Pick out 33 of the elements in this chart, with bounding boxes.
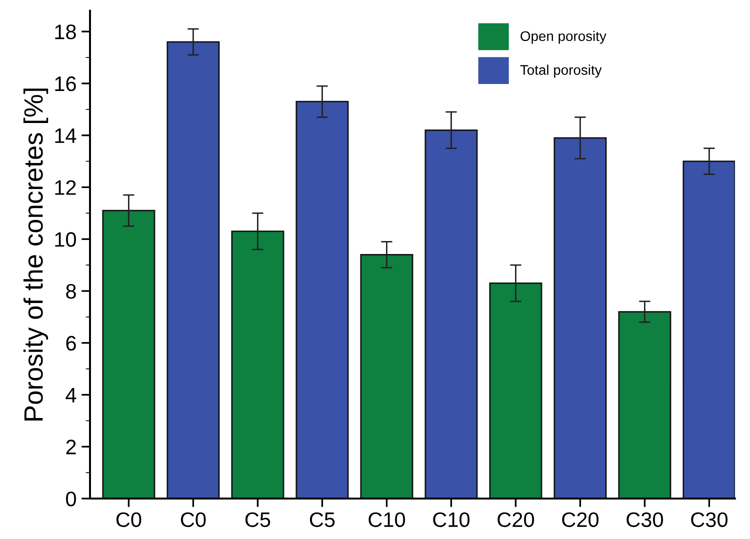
y-tick-label: 16 bbox=[55, 76, 76, 92]
x-tick-label: C0 bbox=[116, 512, 142, 528]
y-axis-title: Porosity of the concretes [%] bbox=[23, 88, 48, 420]
bar bbox=[166, 41, 220, 499]
bar bbox=[231, 230, 284, 499]
bar bbox=[424, 129, 478, 499]
y-tick-label: 4 bbox=[66, 388, 76, 402]
y-tick-label: 10 bbox=[55, 232, 76, 247]
x-tick-label: C10 bbox=[433, 512, 470, 528]
y-tick-label: 14 bbox=[55, 128, 76, 143]
x-tick-label: C20 bbox=[498, 512, 534, 528]
bar bbox=[360, 254, 414, 499]
y-tick-label: 18 bbox=[55, 24, 76, 40]
y-tick-label: 2 bbox=[66, 440, 76, 454]
y-tick-label: 6 bbox=[66, 336, 76, 351]
x-tick-label: C30 bbox=[691, 512, 728, 528]
x-tick-label: C30 bbox=[626, 512, 663, 528]
x-tick-label: C20 bbox=[562, 512, 598, 528]
legend-label: Total porosity bbox=[520, 64, 602, 78]
bar bbox=[489, 282, 542, 499]
bar bbox=[102, 210, 156, 499]
bar bbox=[682, 160, 735, 499]
x-tick-label: C10 bbox=[368, 512, 405, 528]
x-tick-label: C0 bbox=[180, 512, 206, 528]
y-tick-label: 12 bbox=[55, 180, 76, 195]
y-tick-label: 0 bbox=[66, 492, 76, 506]
bar bbox=[618, 311, 672, 499]
bar bbox=[296, 100, 349, 499]
x-tick-label: C5 bbox=[245, 512, 270, 528]
bar bbox=[554, 137, 607, 499]
y-tick-label: 8 bbox=[66, 284, 76, 299]
x-tick-label: C5 bbox=[310, 512, 335, 528]
legend-label: Open porosity bbox=[520, 30, 606, 44]
